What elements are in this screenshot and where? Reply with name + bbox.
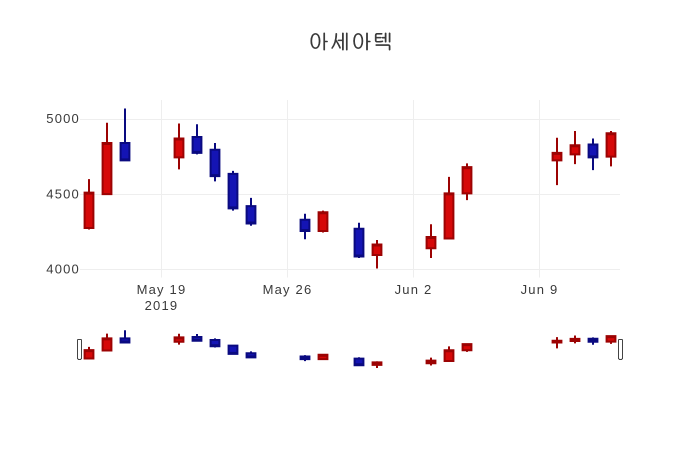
svg-text:May 26: May 26 [263,282,313,297]
svg-text:5000: 5000 [46,111,80,126]
svg-text:May 19: May 19 [137,282,187,297]
svg-text:2019: 2019 [145,298,179,313]
svg-text:Jun 2: Jun 2 [395,282,433,297]
svg-text:4500: 4500 [46,186,80,201]
svg-text:4000: 4000 [46,262,80,277]
svg-text:Jun 9: Jun 9 [521,282,559,297]
